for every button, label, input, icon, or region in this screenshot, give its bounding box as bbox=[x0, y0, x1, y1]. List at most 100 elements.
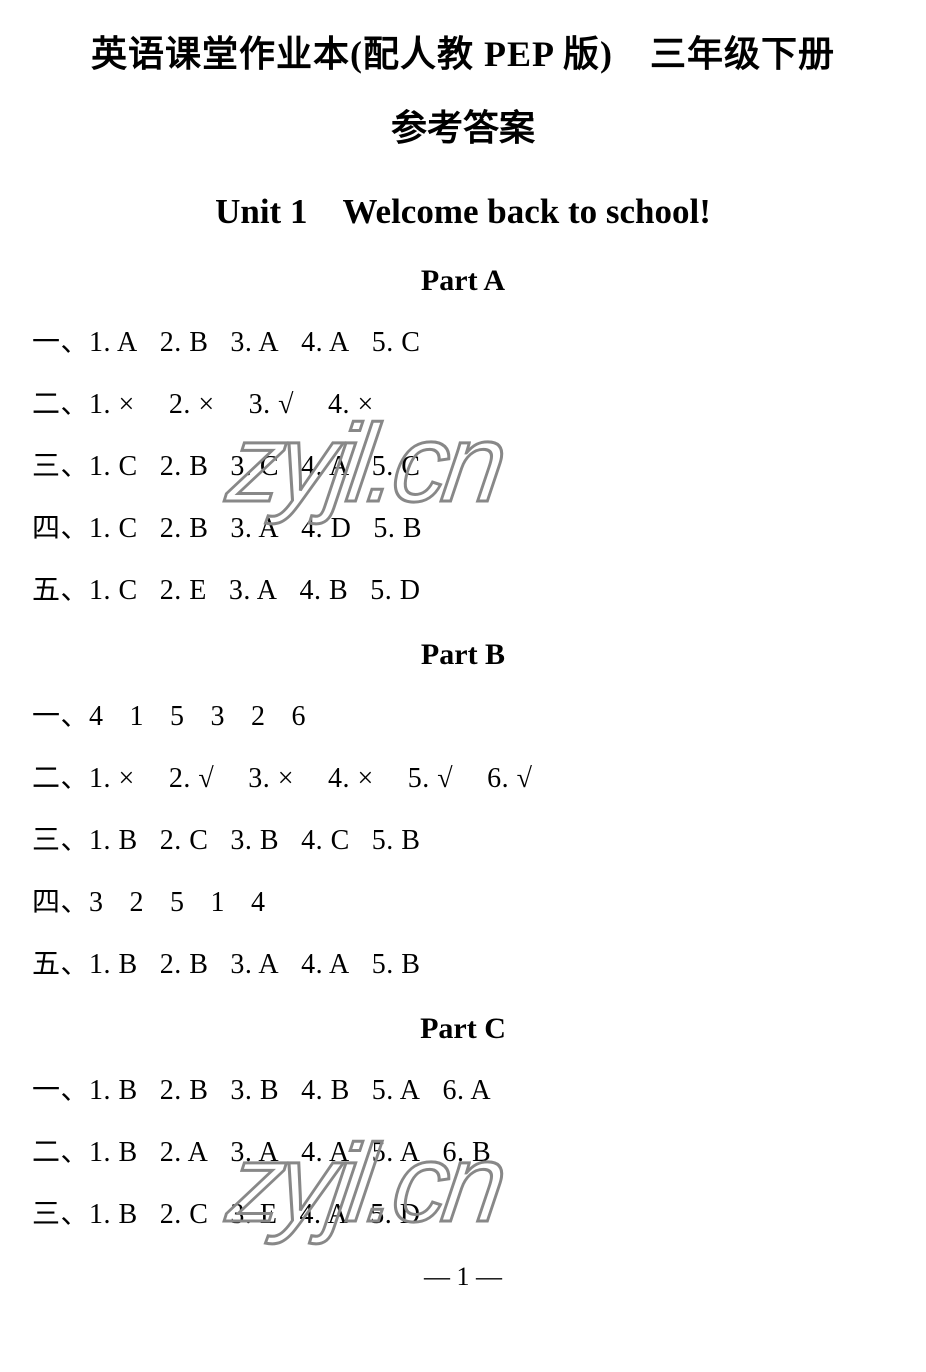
answer-item: 2. √ bbox=[169, 763, 214, 795]
answer-item: 2. C bbox=[160, 825, 209, 857]
answer-item: 2. B bbox=[160, 949, 209, 981]
answer-item: 2. A bbox=[160, 1137, 209, 1169]
answer-item: 3. A bbox=[230, 949, 279, 981]
row-prefix: 二、 bbox=[32, 763, 89, 794]
row-prefix: 三、 bbox=[32, 825, 89, 856]
answer-item: 3. A bbox=[230, 327, 279, 359]
part-title: Part B bbox=[30, 638, 896, 672]
answer-item: 4. B bbox=[301, 1075, 350, 1107]
answer-item: 1. B bbox=[89, 825, 138, 857]
answer-item: 1 bbox=[130, 701, 145, 733]
answer-item: 5. C bbox=[372, 327, 421, 359]
answer-item: 3. A bbox=[230, 1137, 279, 1169]
answer-item: 5. √ bbox=[408, 763, 453, 795]
part-title: Part A bbox=[30, 264, 896, 298]
answer-item: 6 bbox=[292, 701, 307, 733]
answer-item: 2. B bbox=[160, 451, 209, 483]
answer-item: 5. C bbox=[372, 451, 421, 483]
row-prefix: 一、 bbox=[32, 327, 89, 358]
answer-row: 一、1. B 2. B 3. B 4. B 5. A 6. A bbox=[32, 1068, 896, 1108]
answer-item: 3. B bbox=[230, 1075, 279, 1107]
answer-row: 一、1. A 2. B 3. A 4. A 5. C bbox=[32, 320, 896, 360]
answer-item: 2. C bbox=[160, 1199, 209, 1231]
answer-item: 2. B bbox=[160, 513, 209, 545]
answer-row: 三、1. C 2. B 3. C 4. A 5. C bbox=[32, 444, 896, 484]
answer-item: 5. A bbox=[372, 1075, 421, 1107]
row-prefix: 四、 bbox=[32, 887, 89, 918]
answer-item: 3. √ bbox=[249, 389, 294, 421]
answer-item: 1. C bbox=[89, 513, 138, 545]
answer-item: 4. A bbox=[301, 451, 350, 483]
row-prefix: 四、 bbox=[32, 513, 89, 544]
answer-item: 2. B bbox=[160, 327, 209, 359]
answer-item: 3. E bbox=[230, 1199, 277, 1231]
answer-item: 3 bbox=[89, 887, 104, 919]
answer-row: 三、1. B 2. C 3. E 4. A 5. D bbox=[32, 1192, 896, 1232]
answer-item: 3. B bbox=[230, 825, 279, 857]
header-title-line2: 参考答案 bbox=[30, 99, 896, 151]
answer-item: 5 bbox=[170, 887, 185, 919]
answer-item: 5. D bbox=[370, 575, 420, 607]
answer-item: 1. × bbox=[89, 389, 135, 421]
answer-item: 1. B bbox=[89, 1137, 138, 1169]
answer-item: 4. D bbox=[301, 513, 351, 545]
answer-item: 5. B bbox=[372, 825, 421, 857]
row-prefix: 一、 bbox=[32, 701, 89, 732]
answer-item: 2 bbox=[130, 887, 145, 919]
answer-item: 1. B bbox=[89, 949, 138, 981]
answer-item: 1. B bbox=[89, 1199, 138, 1231]
row-prefix: 二、 bbox=[32, 1137, 89, 1168]
answer-row: 四、32514 bbox=[32, 880, 896, 920]
answer-item: 5 bbox=[170, 701, 185, 733]
answer-item: 6. B bbox=[442, 1137, 491, 1169]
answer-row: 五、1. B2. B3. A4. A5. B bbox=[32, 942, 896, 982]
answer-item: 3 bbox=[211, 701, 226, 733]
answer-row: 二、1. B 2. A 3. A 4. A 5. A 6. B bbox=[32, 1130, 896, 1170]
row-prefix: 一、 bbox=[32, 1075, 89, 1106]
answer-item: 1. A bbox=[89, 327, 138, 359]
answer-item: 5. A bbox=[372, 1137, 421, 1169]
answer-row: 二、1. × 2. √ 3. × 4. × 5. √ 6. √ bbox=[32, 756, 896, 796]
row-prefix: 五、 bbox=[32, 575, 89, 606]
row-prefix: 二、 bbox=[32, 389, 89, 420]
answer-item: 4. C bbox=[301, 825, 350, 857]
answer-item: 4. A bbox=[301, 949, 350, 981]
answer-item: 2. × bbox=[169, 389, 215, 421]
answer-row: 三、1. B 2. C 3. B 4. C 5. B bbox=[32, 818, 896, 858]
answer-item: 5. D bbox=[370, 1199, 420, 1231]
answer-item: 1 bbox=[211, 887, 226, 919]
answer-item: 4. A bbox=[301, 327, 350, 359]
answer-row: 二、1. × 2. × 3. √ 4. × bbox=[32, 382, 896, 422]
answer-item: 3. C bbox=[230, 451, 279, 483]
answer-item: 1. C bbox=[89, 451, 138, 483]
answer-item: 5. B bbox=[372, 949, 421, 981]
answer-item: 1. × bbox=[89, 763, 135, 795]
answer-item: 2. E bbox=[160, 575, 207, 607]
answer-item: 1. B bbox=[89, 1075, 138, 1107]
answer-item: 1. C bbox=[89, 575, 138, 607]
unit-title: Unit 1 Welcome back to school! bbox=[30, 183, 896, 234]
answer-item: 2 bbox=[251, 701, 266, 733]
answer-item: 3. A bbox=[230, 513, 279, 545]
answer-item: 4 bbox=[89, 701, 104, 733]
answer-item: 5. B bbox=[373, 513, 422, 545]
answer-item: 3. A bbox=[229, 575, 278, 607]
row-prefix: 三、 bbox=[32, 1199, 89, 1230]
answer-item: 6. A bbox=[442, 1075, 491, 1107]
answer-item: 4. A bbox=[300, 1199, 349, 1231]
answer-row: 五、1. C 2. E 3. A 4. B 5. D bbox=[32, 568, 896, 608]
answer-row: 四、1. C 2. B 3. A 4. D 5. B bbox=[32, 506, 896, 546]
answer-item: 4. A bbox=[301, 1137, 350, 1169]
answer-item: 4 bbox=[251, 887, 266, 919]
answer-row: 一、415326 bbox=[32, 694, 896, 734]
header-title-line1: 英语课堂作业本(配人教 PEP 版) 三年级下册 bbox=[30, 25, 896, 77]
answer-item: 4. B bbox=[300, 575, 349, 607]
answer-item: 6. √ bbox=[487, 763, 532, 795]
answer-item: 3. × bbox=[248, 763, 294, 795]
answer-item: 4. × bbox=[328, 389, 374, 421]
row-prefix: 三、 bbox=[32, 451, 89, 482]
answer-item: 4. × bbox=[328, 763, 374, 795]
parts-container: Part A一、1. A2. B3. A4. A5. C二、1. ×2. ×3.… bbox=[30, 264, 896, 1232]
page-number: — 1 — bbox=[30, 1262, 896, 1292]
answer-item: 2. B bbox=[160, 1075, 209, 1107]
